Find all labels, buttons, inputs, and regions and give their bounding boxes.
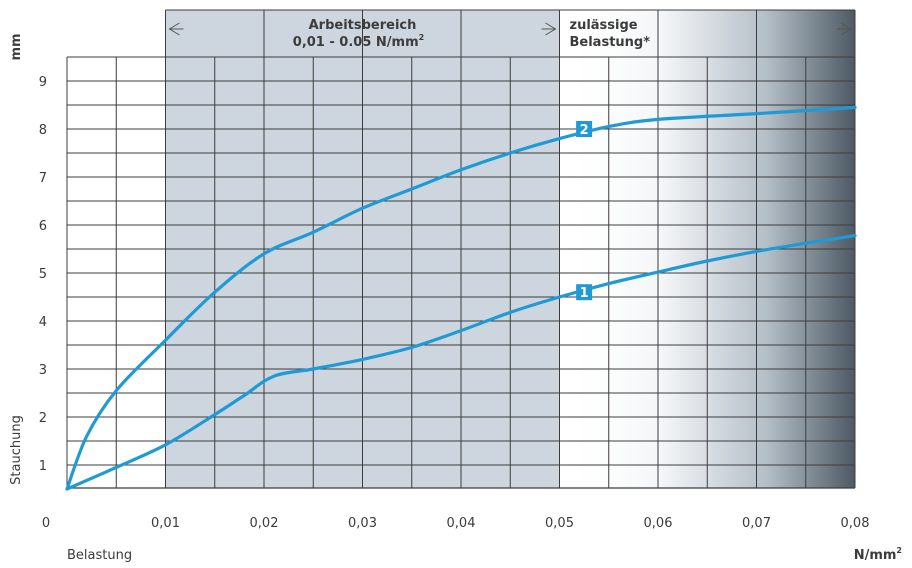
x-tick-label: 0,08 — [841, 516, 870, 531]
y-tick-label: 7 — [39, 171, 47, 186]
arrow-right-icon — [837, 22, 852, 36]
x-tick-label: 0,07 — [742, 516, 771, 531]
work-area-range: 0,01 - 0.05 N/mm2 — [293, 33, 424, 50]
x-tick-label: 0,06 — [644, 516, 673, 531]
x-unit-exponent: 2 — [896, 546, 902, 555]
y-axis-label: Stauchung — [9, 415, 24, 485]
work-area-title: Arbeitsbereich — [309, 18, 417, 33]
series-marker-label-2: 2 — [580, 123, 589, 138]
x-tick-label: 0,04 — [447, 516, 476, 531]
permitted-load-title-1: zulässige — [570, 18, 638, 33]
origin-label: 0 — [42, 516, 50, 531]
series-line-2 — [65, 105, 857, 491]
series-marker-label-1: 1 — [580, 286, 589, 301]
y-unit-label: mm — [9, 33, 24, 60]
y-tick-label: 9 — [39, 75, 47, 90]
x-tick-label: 0,02 — [250, 516, 279, 531]
x-unit-label: N/mm2 — [854, 546, 902, 563]
y-tick-label: 6 — [39, 219, 47, 234]
x-tick-label: 0,03 — [348, 516, 377, 531]
arrow-left-icon — [168, 22, 184, 36]
x-axis-label: Belastung — [67, 548, 132, 563]
y-tick-label: 5 — [39, 267, 47, 282]
x-tick-label: 0,05 — [545, 516, 574, 531]
y-tick-label: 3 — [39, 363, 47, 378]
y-tick-label: 1 — [39, 459, 47, 474]
series-marker-1 — [576, 284, 593, 301]
series-marker-2 — [576, 121, 593, 137]
y-tick-label: 8 — [39, 123, 47, 138]
permitted-load-title-2: Belastung* — [570, 35, 651, 50]
work-area-range-exponent: 2 — [419, 33, 425, 42]
x-tick-label: 0,01 — [151, 516, 180, 531]
y-tick-label: 4 — [39, 315, 47, 330]
series-line-1 — [65, 233, 857, 491]
arrow-right-icon — [541, 22, 557, 36]
y-tick-label: 2 — [39, 411, 47, 426]
